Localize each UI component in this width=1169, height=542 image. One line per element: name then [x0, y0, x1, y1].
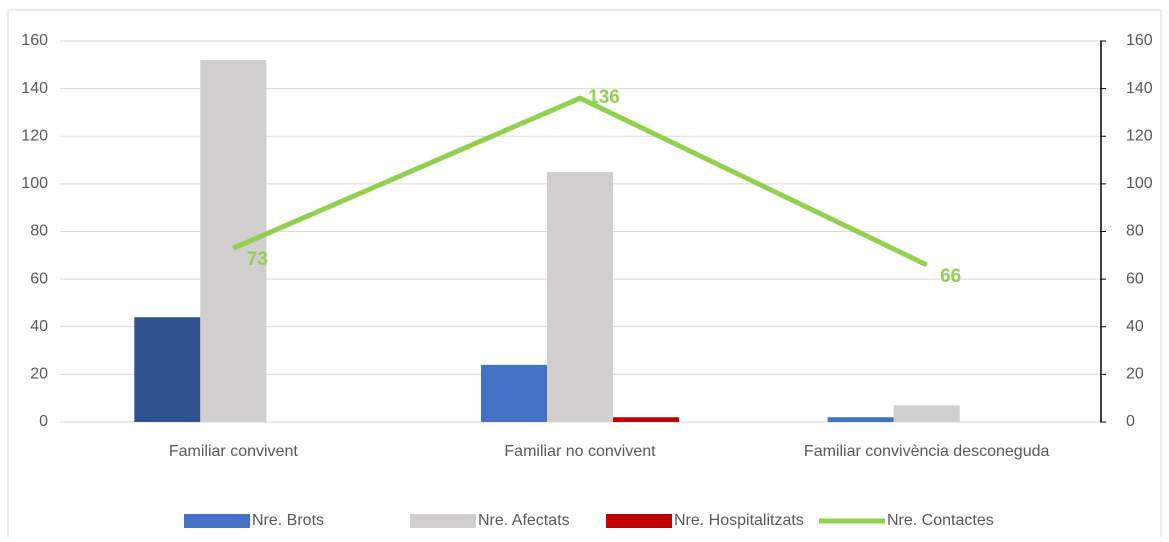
data-label: 73	[247, 249, 268, 270]
y2-tick-label: 60	[1126, 270, 1144, 287]
bar	[547, 171, 613, 422]
bar	[613, 417, 679, 422]
chart-border	[7, 9, 1162, 542]
y2-tick-label: 0	[1126, 413, 1135, 430]
legend-swatch	[606, 514, 672, 528]
y2-tick-label: 100	[1126, 175, 1153, 192]
y-tick-label: 0	[39, 413, 48, 430]
legend-label: Nre. Afectats	[478, 512, 570, 529]
y-tick-label: 60	[30, 270, 48, 287]
bar	[481, 364, 547, 422]
y2-tick-label: 140	[1126, 80, 1153, 97]
bar	[134, 317, 201, 422]
y2-tick-label: 20	[1126, 366, 1144, 383]
bar	[827, 417, 894, 422]
legend-swatch	[410, 514, 476, 528]
x-tick-label: Familiar convivència desconeguda	[804, 443, 1050, 460]
y-tick-label: 160	[21, 32, 48, 49]
legend-label: Nre. Contactes	[887, 512, 994, 529]
y2-tick-label: 40	[1126, 318, 1144, 335]
y-tick-label: 120	[21, 127, 48, 144]
y-tick-label: 80	[30, 223, 48, 240]
y-tick-label: 140	[21, 80, 48, 97]
y-tick-label: 20	[30, 366, 48, 383]
data-label: 136	[588, 87, 620, 108]
y-tick-label: 100	[21, 175, 48, 192]
legend-label: Nre. Hospitalitzats	[674, 512, 804, 529]
y2-tick-label: 120	[1126, 127, 1153, 144]
data-label: 66	[940, 266, 961, 287]
line	[232, 95, 928, 268]
y-tick-label: 40	[30, 318, 48, 335]
x-tick-label: Familiar convivent	[169, 443, 298, 460]
x-tick-label: Familiar no convivent	[504, 443, 656, 460]
y2-tick-label: 80	[1126, 223, 1144, 240]
legend-swatch	[184, 514, 250, 528]
y2-tick-label: 160	[1126, 32, 1153, 49]
bar	[893, 405, 960, 422]
bar	[200, 60, 267, 423]
legend-label: Nre. Brots	[252, 512, 324, 529]
